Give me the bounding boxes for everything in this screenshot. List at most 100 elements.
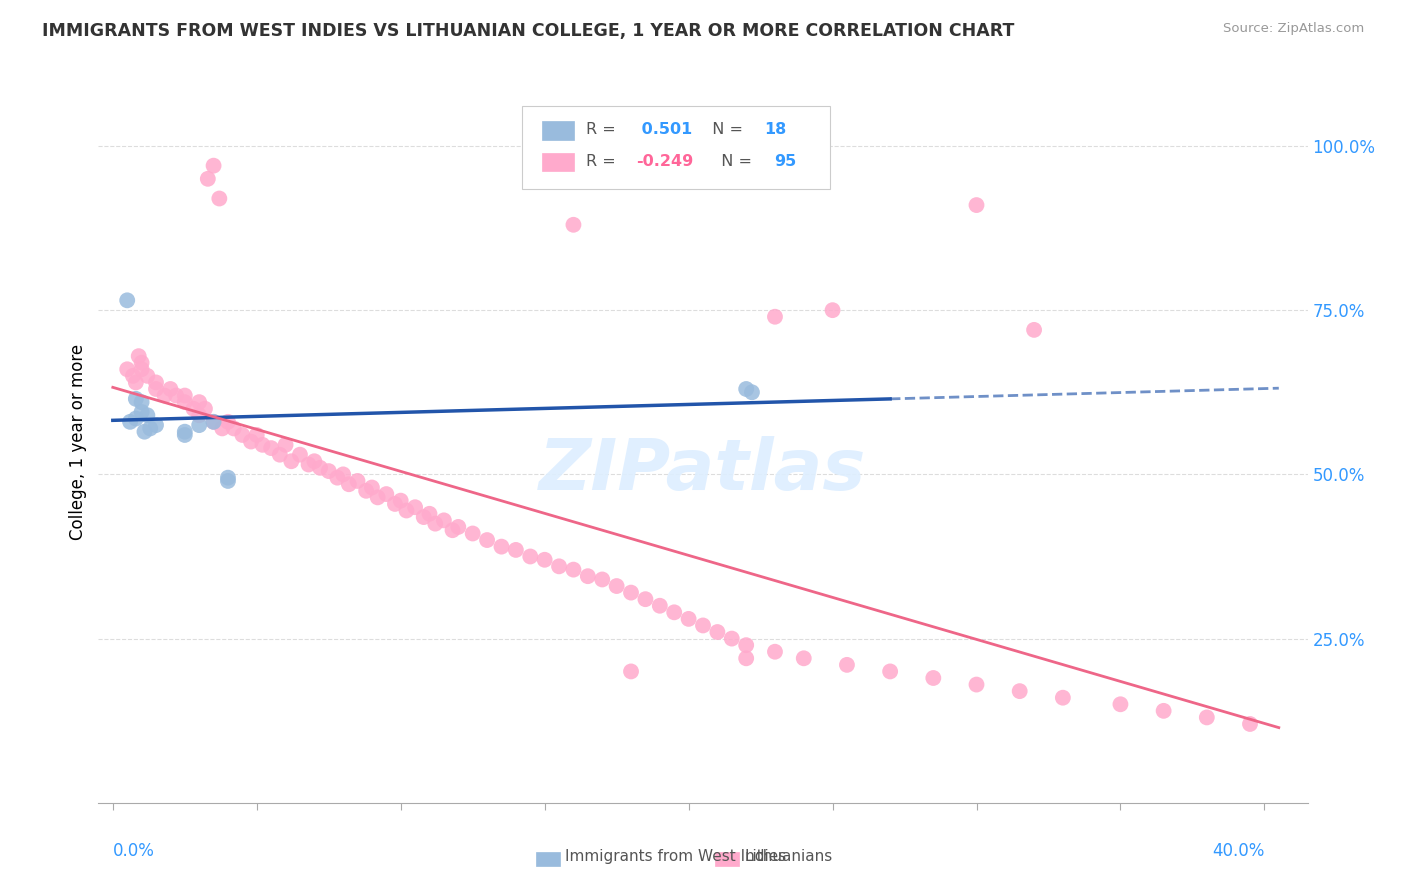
Text: R =: R = (586, 122, 620, 136)
Point (648, 599, 671, 613)
Point (763, 645, 786, 659)
Point (441, 523, 464, 537)
Point (145, 418, 167, 433)
Point (763, 310, 786, 324)
Point (922, 671, 945, 685)
Point (269, 448, 291, 462)
Point (835, 657, 858, 672)
Point (131, 395, 153, 409)
Text: Lithuanians: Lithuanians (744, 849, 832, 864)
Point (735, 638, 758, 652)
FancyBboxPatch shape (536, 852, 561, 866)
FancyBboxPatch shape (543, 153, 574, 171)
Point (173, 395, 195, 409)
Point (222, 421, 245, 435)
Point (260, 441, 283, 455)
Point (433, 513, 456, 527)
Point (692, 618, 714, 632)
Point (425, 516, 447, 531)
Point (173, 428, 195, 442)
Point (966, 677, 988, 691)
Point (153, 388, 176, 402)
FancyBboxPatch shape (716, 852, 740, 866)
Text: 0.501: 0.501 (637, 122, 693, 136)
Point (354, 483, 377, 498)
Point (620, 665, 643, 679)
Point (326, 471, 349, 485)
Point (115, 362, 138, 376)
Text: 18: 18 (765, 122, 787, 136)
Point (188, 418, 211, 433)
Point (202, 415, 225, 429)
FancyBboxPatch shape (543, 121, 574, 139)
Point (412, 510, 434, 524)
Point (297, 458, 319, 472)
Point (620, 585, 643, 599)
Point (134, 425, 156, 439)
Point (678, 612, 700, 626)
Point (461, 526, 484, 541)
Point (966, 198, 988, 212)
Text: 0.0%: 0.0% (112, 842, 155, 860)
Point (145, 376, 167, 390)
Point (173, 388, 195, 402)
Point (1052, 690, 1074, 705)
Point (491, 540, 513, 554)
Point (197, 171, 219, 186)
Text: N =: N = (711, 153, 758, 169)
Point (664, 605, 686, 619)
Text: 95: 95 (775, 153, 797, 169)
Point (280, 454, 302, 468)
Point (375, 487, 398, 501)
Point (159, 382, 181, 396)
Point (1239, 717, 1261, 731)
Point (395, 503, 418, 517)
Point (145, 382, 167, 396)
Point (346, 474, 368, 488)
Point (1008, 684, 1031, 698)
Point (202, 415, 225, 429)
Point (562, 563, 585, 577)
Text: 40.0%: 40.0% (1212, 842, 1264, 860)
Point (548, 559, 571, 574)
Text: R =: R = (586, 153, 620, 169)
Point (361, 481, 384, 495)
Point (735, 382, 758, 396)
Point (202, 159, 225, 173)
Point (231, 428, 253, 442)
Point (367, 491, 389, 505)
Point (217, 415, 239, 429)
Point (447, 520, 470, 534)
Point (139, 421, 162, 435)
Point (125, 392, 148, 406)
Point (720, 632, 742, 646)
Point (188, 395, 211, 409)
Point (217, 471, 239, 485)
Point (183, 401, 205, 416)
FancyBboxPatch shape (522, 105, 830, 189)
Point (194, 401, 217, 416)
Point (115, 293, 138, 308)
Point (1153, 704, 1175, 718)
Text: N =: N = (702, 122, 748, 136)
Point (576, 569, 599, 583)
Text: ZIPatlas: ZIPatlas (540, 436, 866, 505)
Point (211, 421, 233, 435)
Point (735, 651, 758, 665)
Point (240, 434, 263, 449)
Point (165, 388, 187, 402)
Point (706, 625, 728, 640)
Point (128, 349, 150, 363)
Point (475, 533, 498, 547)
Point (136, 409, 159, 423)
Point (122, 368, 145, 383)
Point (131, 405, 153, 419)
Point (1195, 710, 1218, 724)
Point (519, 549, 541, 564)
Point (274, 438, 297, 452)
Point (217, 474, 239, 488)
Point (125, 376, 148, 390)
Point (418, 507, 440, 521)
Text: Source: ZipAtlas.com: Source: ZipAtlas.com (1223, 22, 1364, 36)
Point (821, 303, 844, 318)
